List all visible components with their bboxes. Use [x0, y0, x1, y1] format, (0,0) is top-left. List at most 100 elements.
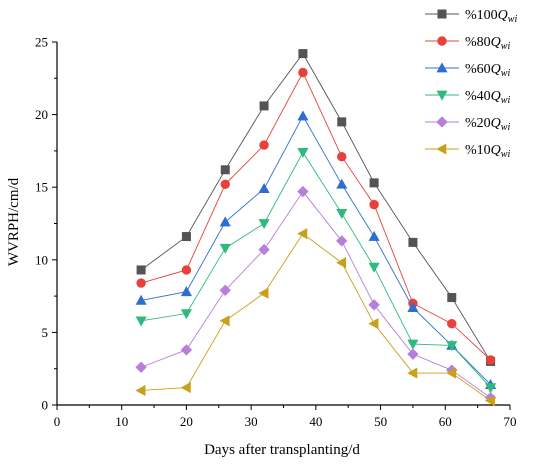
data-point	[219, 284, 231, 296]
y-tick-label: 0	[42, 398, 49, 413]
data-point	[336, 178, 348, 189]
x-tick-label: 10	[115, 414, 128, 429]
data-point	[407, 348, 419, 360]
data-point	[258, 219, 270, 230]
x-tick-label: 60	[439, 414, 452, 429]
data-point	[180, 286, 192, 297]
legend-item: %10Qwi	[425, 143, 510, 160]
series-pct60	[135, 110, 497, 390]
data-point	[258, 182, 270, 193]
series-pct100	[136, 49, 496, 366]
data-point	[135, 294, 147, 305]
data-point	[407, 339, 419, 350]
data-point	[219, 315, 230, 327]
series-layer	[135, 49, 497, 407]
data-point	[485, 383, 497, 394]
legend-item: %100Qwi	[425, 8, 517, 25]
data-point	[220, 179, 230, 190]
data-point	[297, 185, 309, 198]
x-axis-title: Days after transplanting/d	[204, 442, 360, 458]
data-point	[259, 101, 269, 111]
legend-label: %100Qwi	[465, 8, 517, 25]
data-point	[337, 151, 347, 162]
legend-marker	[436, 62, 448, 73]
data-point	[446, 341, 458, 352]
data-point	[337, 117, 347, 127]
data-point	[136, 265, 146, 275]
data-point	[180, 344, 193, 356]
y-tick-label: 25	[35, 35, 48, 50]
data-point	[336, 209, 348, 219]
data-point	[135, 361, 147, 373]
series-line	[141, 151, 491, 388]
data-point	[220, 165, 230, 175]
series-pct80	[136, 67, 496, 365]
x-tick-label: 20	[180, 414, 193, 429]
data-point	[219, 243, 231, 254]
data-point	[258, 243, 270, 256]
data-point	[336, 257, 347, 269]
legend-label: %40Qwi	[465, 89, 510, 106]
data-point	[447, 318, 457, 329]
data-point	[336, 235, 348, 247]
data-point	[368, 230, 380, 241]
y-axis-title: WVRPH/cm/d	[6, 177, 22, 266]
y-tick-label: 20	[35, 107, 48, 122]
series-line	[141, 233, 491, 402]
y-tick-label: 10	[35, 252, 48, 267]
data-point	[297, 110, 309, 121]
data-point	[258, 287, 269, 299]
x-tick-label: 70	[504, 414, 517, 429]
data-point	[298, 67, 308, 78]
data-point	[298, 49, 308, 59]
data-point	[408, 237, 418, 247]
data-point	[407, 302, 419, 313]
data-point	[181, 232, 191, 242]
x-tick-label: 30	[245, 414, 258, 429]
data-point	[368, 262, 380, 273]
data-point	[369, 178, 379, 188]
legend-marker	[436, 90, 448, 101]
series-line	[141, 115, 491, 385]
legend: %100Qwi %80Qwi %60Qwi %40Qwi %20Qwi %10Qwi	[425, 8, 517, 160]
data-point	[219, 216, 231, 227]
y-tick-label: 5	[42, 325, 49, 340]
data-point	[181, 265, 192, 275]
legend-marker	[437, 9, 447, 19]
legend-item: %60Qwi	[425, 62, 510, 79]
series-line	[140, 190, 491, 399]
data-point	[297, 148, 309, 159]
legend-item: %40Qwi	[425, 89, 510, 106]
x-tick-label: 0	[54, 414, 61, 429]
data-point	[369, 199, 379, 210]
y-tick-label: 15	[35, 180, 48, 195]
legend-label: %60Qwi	[465, 62, 510, 79]
data-point	[259, 140, 269, 150]
data-point	[368, 318, 379, 330]
data-point	[484, 395, 495, 407]
x-tick-label: 50	[374, 414, 387, 429]
series-line	[140, 52, 491, 362]
data-point	[135, 384, 146, 397]
data-point	[447, 293, 457, 303]
legend-item: %20Qwi	[425, 116, 510, 133]
series-pct40	[135, 148, 497, 394]
data-point	[180, 309, 192, 320]
legend-label: %20Qwi	[465, 116, 510, 133]
legend-label: %80Qwi	[465, 35, 510, 52]
data-point	[368, 299, 380, 311]
legend-marker	[437, 36, 447, 46]
data-point	[180, 382, 191, 394]
series-pct10	[135, 228, 495, 407]
data-point	[136, 278, 146, 288]
data-point	[297, 228, 308, 240]
legend-marker	[436, 116, 448, 128]
data-point	[485, 355, 496, 365]
x-tick-label: 40	[309, 414, 322, 429]
axes: 0 10 20 30 40 50 60 70 0 5 10 15 20 25	[35, 35, 517, 430]
series-line	[141, 71, 491, 361]
data-point	[135, 316, 147, 327]
data-point	[407, 367, 418, 379]
